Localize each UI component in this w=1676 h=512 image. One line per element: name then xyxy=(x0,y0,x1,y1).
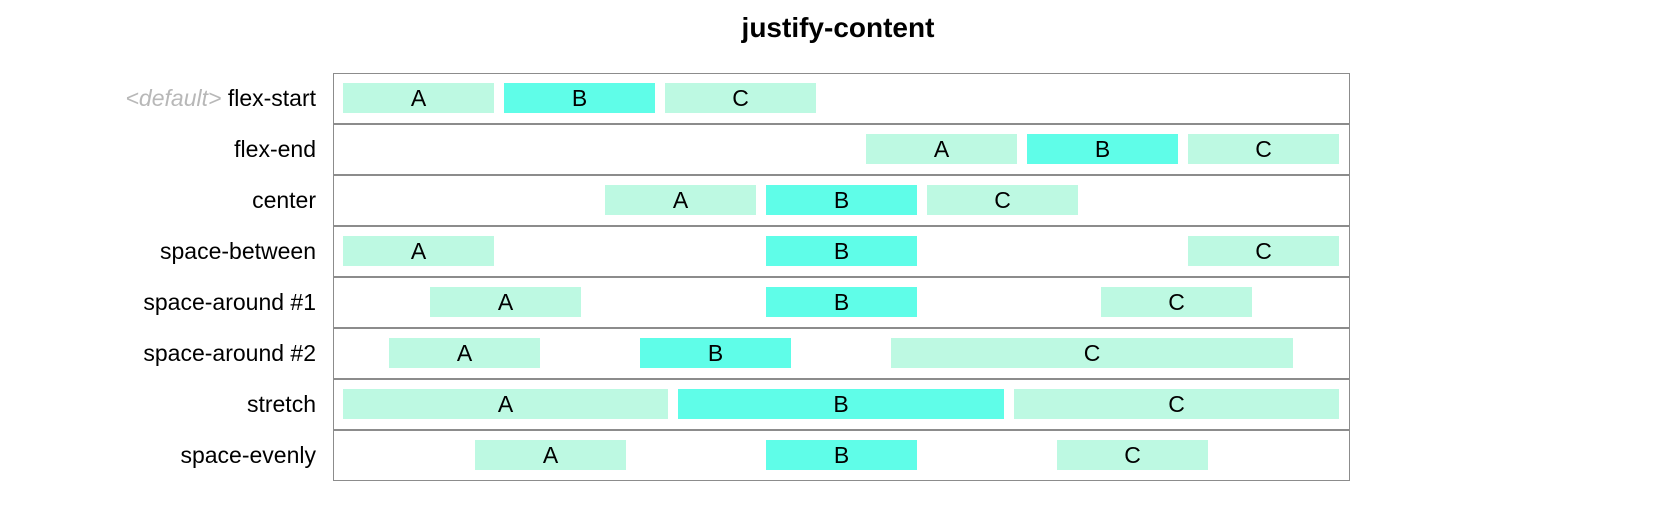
flex-item-a: A xyxy=(343,389,668,419)
flex-item-b: B xyxy=(766,287,917,317)
row-label: space-evenly xyxy=(180,442,316,468)
flex-item-b: B xyxy=(1027,134,1178,164)
row-label: space-around #2 xyxy=(143,340,316,366)
flex-container: A B C xyxy=(333,277,1350,328)
row-space-evenly: space-evenly A B C xyxy=(0,430,1360,481)
row-space-between: space-between A B C xyxy=(0,226,1360,277)
flex-item-c: C xyxy=(1101,287,1252,317)
flex-item-a: A xyxy=(605,185,756,215)
flex-item-c: C xyxy=(1057,440,1208,470)
row-flex-start: <default> flex-start A B C xyxy=(0,73,1360,124)
flex-item-a: A xyxy=(343,236,494,266)
flex-item-a: A xyxy=(389,338,540,368)
flex-item-b: B xyxy=(678,389,1004,419)
flex-item-c: C xyxy=(665,83,816,113)
flex-item-c: C xyxy=(1188,134,1339,164)
flex-container: A B C xyxy=(333,430,1350,481)
flex-container: A B C xyxy=(333,175,1350,226)
flex-item-b: B xyxy=(766,236,917,266)
row-label: stretch xyxy=(246,391,316,417)
flex-item-c: C xyxy=(1014,389,1339,419)
flex-item-a: A xyxy=(343,83,494,113)
flex-item-b: B xyxy=(640,338,791,368)
row-stretch: stretch A B C xyxy=(0,379,1360,430)
row-center: center A B C xyxy=(0,175,1360,226)
row-label-text: flex-start xyxy=(227,85,316,111)
row-label: <default> flex-start xyxy=(0,73,317,124)
diagram-title: justify-content xyxy=(741,12,935,43)
row-space-around-1: space-around #1 A B C xyxy=(0,277,1360,328)
flex-item-a: A xyxy=(430,287,581,317)
row-label: space-between xyxy=(160,238,316,264)
flex-item-b: B xyxy=(766,440,917,470)
flex-container: A B C xyxy=(333,73,1350,124)
flex-item-b: B xyxy=(504,83,655,113)
flex-item-c: C xyxy=(927,185,1078,215)
flex-item-c: C xyxy=(891,338,1293,368)
row-flex-end: flex-end A B C xyxy=(0,124,1360,175)
flex-container: A B C xyxy=(333,124,1350,175)
flex-item-a: A xyxy=(866,134,1017,164)
flex-container: A B C xyxy=(333,226,1350,277)
flex-item-a: A xyxy=(475,440,626,470)
flex-item-c: C xyxy=(1188,236,1339,266)
row-label: space-around #1 xyxy=(143,289,316,315)
default-tag: <default> xyxy=(125,85,222,111)
row-label: flex-end xyxy=(234,136,316,162)
flex-item-b: B xyxy=(766,185,917,215)
flex-container: A B C xyxy=(333,328,1350,379)
row-label: center xyxy=(252,187,316,213)
flex-container: A B C xyxy=(333,379,1350,430)
row-space-around-2: space-around #2 A B C xyxy=(0,328,1360,379)
